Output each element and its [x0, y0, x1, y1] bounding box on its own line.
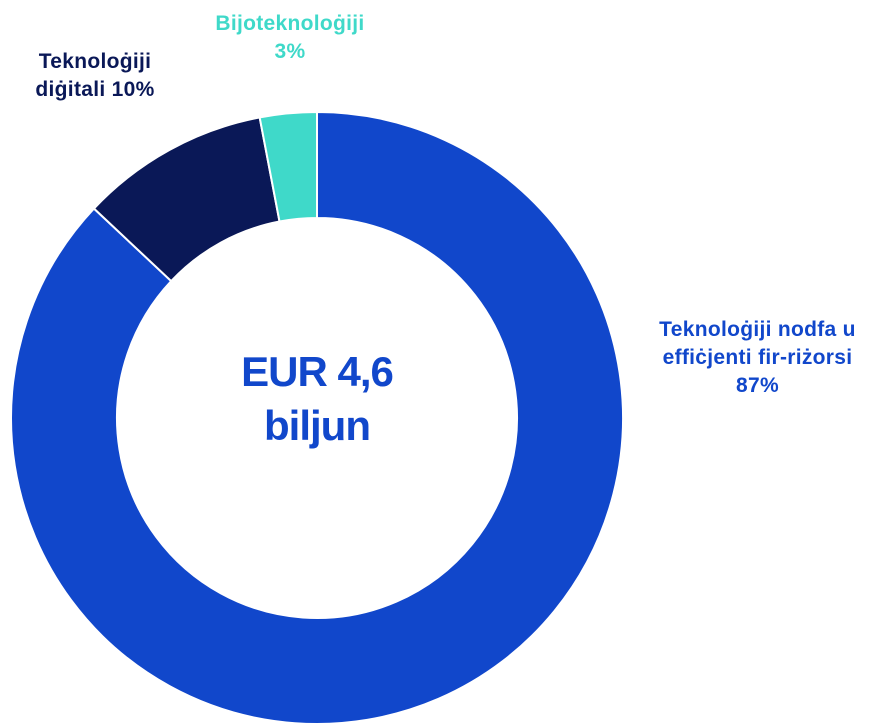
slice-name: Bijoteknoloġiji	[215, 12, 365, 35]
slice	[258, 110, 318, 223]
slice-label: Teknoloġiji nodfa u effiċjenti fir-riżor…	[620, 316, 890, 400]
slice-value: 3%	[274, 40, 306, 63]
slice-value: 10%	[111, 78, 155, 101]
slice	[10, 110, 624, 724]
slice-name: Teknoloġiji nodfa u effiċjenti fir-riżor…	[659, 318, 856, 369]
slice-label: Teknoloġiji diġitali 10%	[10, 48, 180, 104]
slice-label: Bijoteknoloġiji 3%	[185, 10, 395, 66]
slice-value: 87%	[736, 374, 779, 397]
center-label: EUR 4,6 biljun	[241, 348, 394, 449]
slice-name: Teknoloġiji diġitali	[35, 50, 152, 101]
